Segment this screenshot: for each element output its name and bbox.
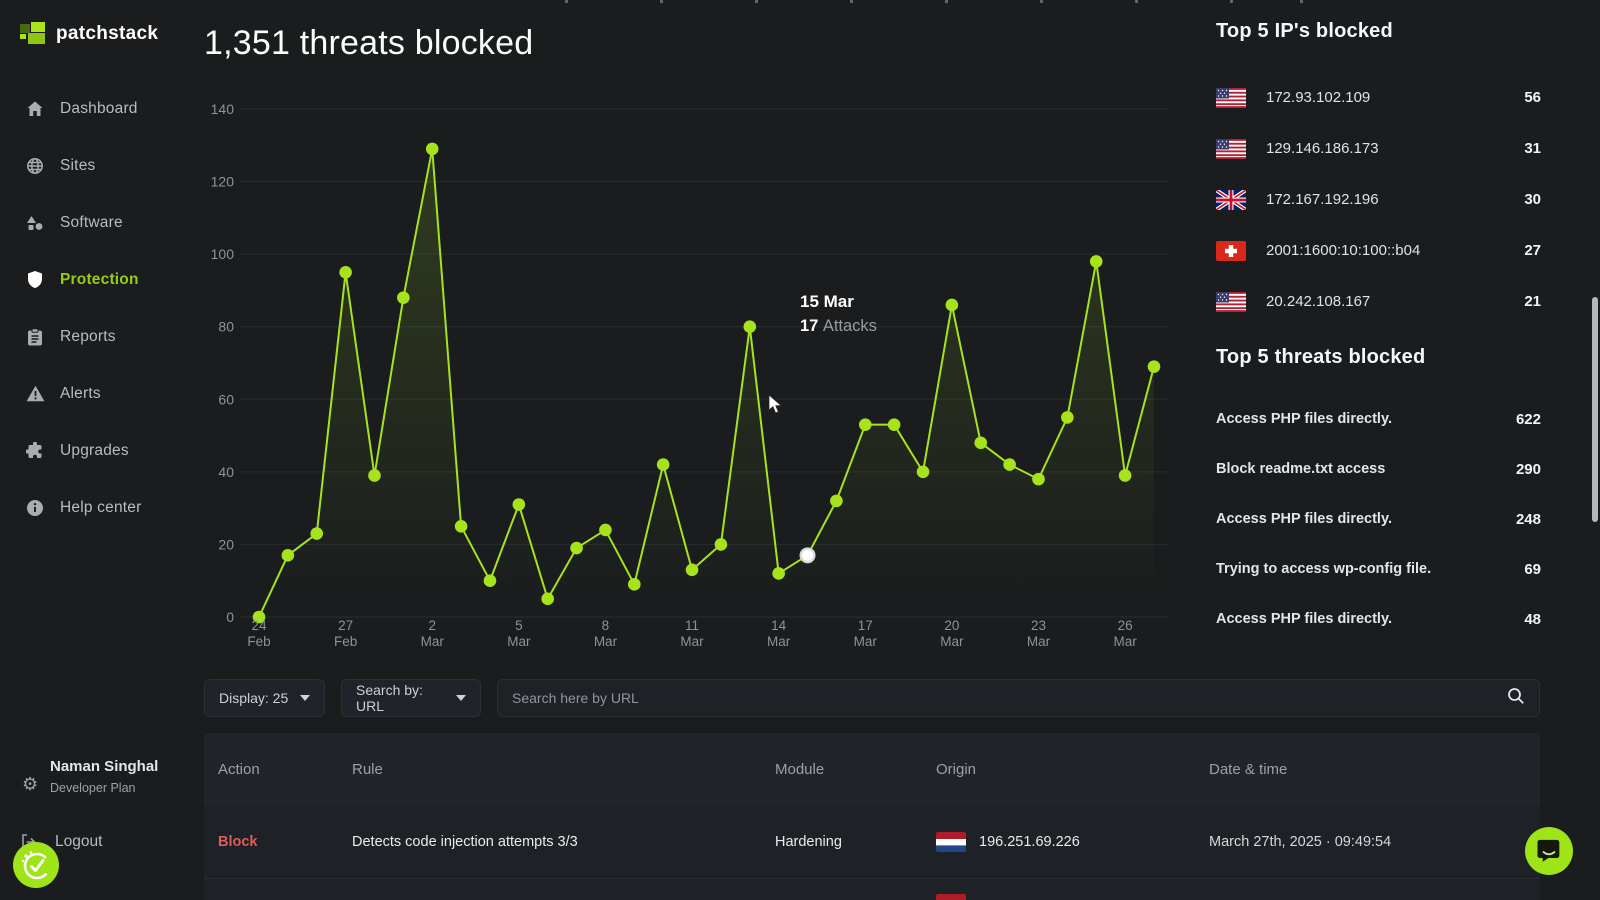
rule-cell: Detects code injection attempts 3/3 bbox=[352, 833, 578, 850]
threat-row: Block readme.txt access 290 bbox=[1216, 460, 1541, 478]
threats-table: Action Rule Module Origin Date & time Bl… bbox=[204, 733, 1540, 900]
warning-icon bbox=[25, 384, 45, 404]
chevron-down-icon bbox=[456, 695, 466, 701]
page-title: 1,351 threats blocked bbox=[204, 24, 534, 62]
table-header: Action Rule Module Origin Date & time bbox=[204, 733, 1540, 805]
svg-text:0: 0 bbox=[226, 609, 234, 625]
svg-text:100: 100 bbox=[211, 246, 235, 262]
gear-icon[interactable]: ⚙ bbox=[22, 774, 39, 794]
datetime-cell: March 27th, 2025 · 09:49:54 bbox=[1209, 833, 1392, 850]
flag-switzerland-icon bbox=[1216, 240, 1246, 261]
table-row[interactable]: Block Detects code injection attempts 3/… bbox=[204, 805, 1540, 879]
sidebar-item-upgrades[interactable]: Upgrades bbox=[0, 422, 204, 479]
threat-row: Trying to access wp-config file. 69 bbox=[1216, 560, 1541, 578]
origin-cell: 196.251.69.226 bbox=[936, 831, 1209, 852]
search-input[interactable] bbox=[512, 690, 1507, 706]
flag-usa-icon bbox=[1216, 138, 1246, 159]
flag-netherlands-icon bbox=[936, 893, 966, 900]
clipboard-icon bbox=[25, 327, 45, 347]
action-cell: Block bbox=[218, 833, 258, 850]
threats-chart[interactable]: 0 20 40 60 80 100 120 140 24 Feb 27 Feb 2 Mar 5 Mar 8 Mar… bbox=[204, 80, 1194, 660]
sidebar-item-help-center[interactable]: Help center bbox=[0, 479, 204, 536]
page-scrollbar[interactable] bbox=[1592, 297, 1598, 522]
top-ips-list: 172.93.102.109 56 129.146.186.173 31 172… bbox=[1216, 72, 1560, 327]
cookie-check-icon bbox=[21, 851, 51, 880]
sidebar: patchstack Dashboard Sites Software bbox=[0, 0, 204, 900]
top-threats-list: Access PHP files directly. 622 Block rea… bbox=[1216, 394, 1560, 644]
svg-text:120: 120 bbox=[211, 174, 235, 190]
display-count-dropdown[interactable]: Display: 25 bbox=[204, 679, 325, 717]
module-cell: Hardening bbox=[775, 833, 842, 850]
chat-icon bbox=[1537, 839, 1560, 862]
ip-row: 172.167.192.196 30 bbox=[1216, 174, 1560, 225]
sidebar-item-alerts[interactable]: Alerts bbox=[0, 365, 204, 422]
search-by-dropdown[interactable]: Search by: URL bbox=[341, 679, 481, 717]
threat-row: Access PHP files directly. 622 bbox=[1216, 410, 1541, 428]
search-icon[interactable] bbox=[1507, 687, 1525, 710]
chat-launcher-button[interactable] bbox=[1525, 827, 1573, 875]
brand-name: patchstack bbox=[56, 22, 159, 44]
puzzle-icon bbox=[25, 441, 45, 461]
ip-row: 172.93.102.109 56 bbox=[1216, 72, 1560, 123]
info-icon bbox=[25, 498, 45, 518]
ip-row: 2001:1600:10:100::b04 27 bbox=[1216, 225, 1560, 276]
shield-icon bbox=[25, 270, 45, 290]
svg-text:140: 140 bbox=[211, 101, 235, 117]
chevron-down-icon bbox=[300, 695, 310, 701]
top-threats-title: Top 5 threats blocked bbox=[1216, 346, 1426, 368]
threat-row: Access PHP files directly. 248 bbox=[1216, 510, 1541, 528]
consent-widget-button[interactable] bbox=[13, 842, 59, 888]
home-icon bbox=[25, 99, 45, 119]
globe-icon bbox=[25, 156, 45, 176]
sidebar-item-dashboard[interactable]: Dashboard bbox=[0, 80, 204, 137]
flag-uk-icon bbox=[1216, 189, 1246, 210]
flag-usa-icon bbox=[1216, 87, 1246, 108]
ip-row: 129.146.186.173 31 bbox=[1216, 123, 1560, 174]
table-row-partial[interactable] bbox=[204, 879, 1540, 900]
svg-text:80: 80 bbox=[218, 319, 234, 335]
svg-text:20: 20 bbox=[218, 536, 234, 552]
shapes-icon bbox=[25, 213, 45, 233]
threat-row: Access PHP files directly. 48 bbox=[1216, 610, 1541, 628]
patchstack-logo-icon bbox=[20, 22, 46, 45]
sidebar-item-protection[interactable]: Protection bbox=[0, 251, 204, 308]
flag-usa-icon bbox=[1216, 291, 1246, 312]
sidebar-item-software[interactable]: Software bbox=[0, 194, 204, 251]
svg-text:40: 40 bbox=[218, 464, 234, 480]
sidebar-item-reports[interactable]: Reports bbox=[0, 308, 204, 365]
user-plan: Developer Plan bbox=[50, 781, 136, 795]
user-name: Naman Singhal bbox=[50, 758, 159, 775]
filter-bar: Display: 25 Search by: URL bbox=[204, 679, 1540, 717]
flag-netherlands-icon bbox=[936, 831, 966, 852]
svg-text:60: 60 bbox=[218, 391, 234, 407]
top-ips-title: Top 5 IP's blocked bbox=[1216, 20, 1393, 42]
patchstack-logo[interactable]: patchstack bbox=[20, 22, 158, 45]
sidebar-nav: Dashboard Sites Software Protection bbox=[0, 80, 204, 536]
ip-row: 20.242.108.167 21 bbox=[1216, 276, 1560, 327]
url-search-box[interactable] bbox=[497, 679, 1540, 717]
sidebar-item-sites[interactable]: Sites bbox=[0, 137, 204, 194]
